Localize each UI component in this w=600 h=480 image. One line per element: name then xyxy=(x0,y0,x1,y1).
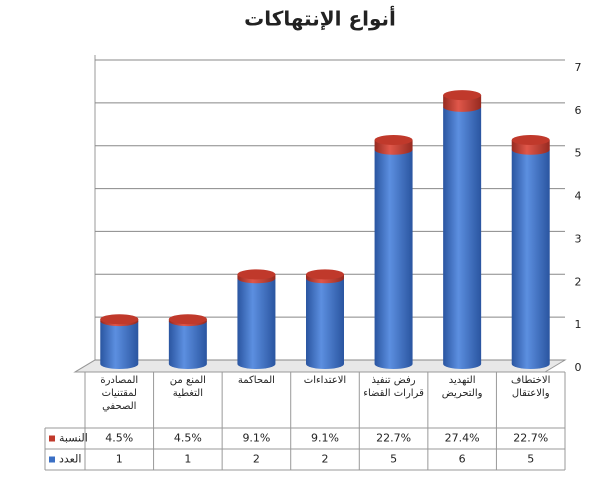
x-tick-label-box: رفض تنفيذ قرارات القضاء xyxy=(363,375,424,399)
table-value: 6 xyxy=(459,453,466,466)
x-tick-label: التهديد والتحريض xyxy=(441,375,483,399)
table-value: 5 xyxy=(527,453,534,466)
chart-title: أنواع الإنتهاكات xyxy=(244,5,396,31)
table-value: 22.7% xyxy=(376,432,411,445)
bar xyxy=(168,321,207,369)
legend-label: العدد xyxy=(59,453,81,466)
y-tick-label: 2 xyxy=(575,275,582,288)
bar xyxy=(511,149,550,369)
y-tick-label: 0 xyxy=(575,361,582,374)
bar-top xyxy=(168,314,207,325)
bar xyxy=(443,106,482,369)
bar-top xyxy=(443,90,482,101)
x-tick-label: الاعتداءات xyxy=(303,375,347,386)
x-tick-label-box: المصادرة لمقتنيات الصحفي xyxy=(100,375,139,412)
table-value: 4.5% xyxy=(174,432,202,445)
bar xyxy=(100,321,139,369)
legend-swatch xyxy=(49,456,55,463)
y-tick-label: 3 xyxy=(575,232,582,245)
x-tick-label: المصادرة لمقتنيات الصحفي xyxy=(100,375,139,412)
table-value: 9.1% xyxy=(242,432,270,445)
table-value: 1 xyxy=(184,453,191,466)
y-tick-label: 7 xyxy=(575,61,582,74)
table-value: 2 xyxy=(322,453,329,466)
y-tick-label: 5 xyxy=(575,147,582,160)
x-tick-label: المنع من التغطية xyxy=(169,375,206,399)
bar-top xyxy=(100,314,139,325)
x-tick-label: الاختطاف والاعتقال xyxy=(511,375,551,399)
bar xyxy=(374,149,413,369)
table-value: 9.1% xyxy=(311,432,339,445)
table-value: 5 xyxy=(390,453,397,466)
table-value: 2 xyxy=(253,453,260,466)
legend-swatch xyxy=(49,435,55,442)
bar-top xyxy=(374,134,413,145)
x-tick-label-box: المحاكمة xyxy=(237,375,275,386)
bar-top xyxy=(306,269,344,280)
floor-edge xyxy=(74,359,96,373)
y-tick-label: 6 xyxy=(575,104,582,117)
x-tick-label: المحاكمة xyxy=(237,375,275,386)
bar xyxy=(237,278,276,369)
x-tick-label-box: الاعتداءات xyxy=(303,375,347,386)
bar-top xyxy=(237,269,276,280)
table-value: 27.4% xyxy=(445,432,480,445)
x-tick-label-box: الاختطاف والاعتقال xyxy=(511,375,551,399)
table-value: 1 xyxy=(116,453,123,466)
table-value: 4.5% xyxy=(105,432,133,445)
bar-top xyxy=(511,134,550,145)
x-tick-label-box: المنع من التغطية xyxy=(169,375,206,399)
y-tick-label: 1 xyxy=(575,318,582,331)
x-tick-label-box: التهديد والتحريض xyxy=(441,375,483,399)
bar xyxy=(306,278,344,369)
y-tick-label: 4 xyxy=(575,190,582,203)
x-tick-label: رفض تنفيذ قرارات القضاء xyxy=(363,375,424,399)
legend-label: النسبة xyxy=(59,432,88,445)
table-value: 22.7% xyxy=(513,432,548,445)
